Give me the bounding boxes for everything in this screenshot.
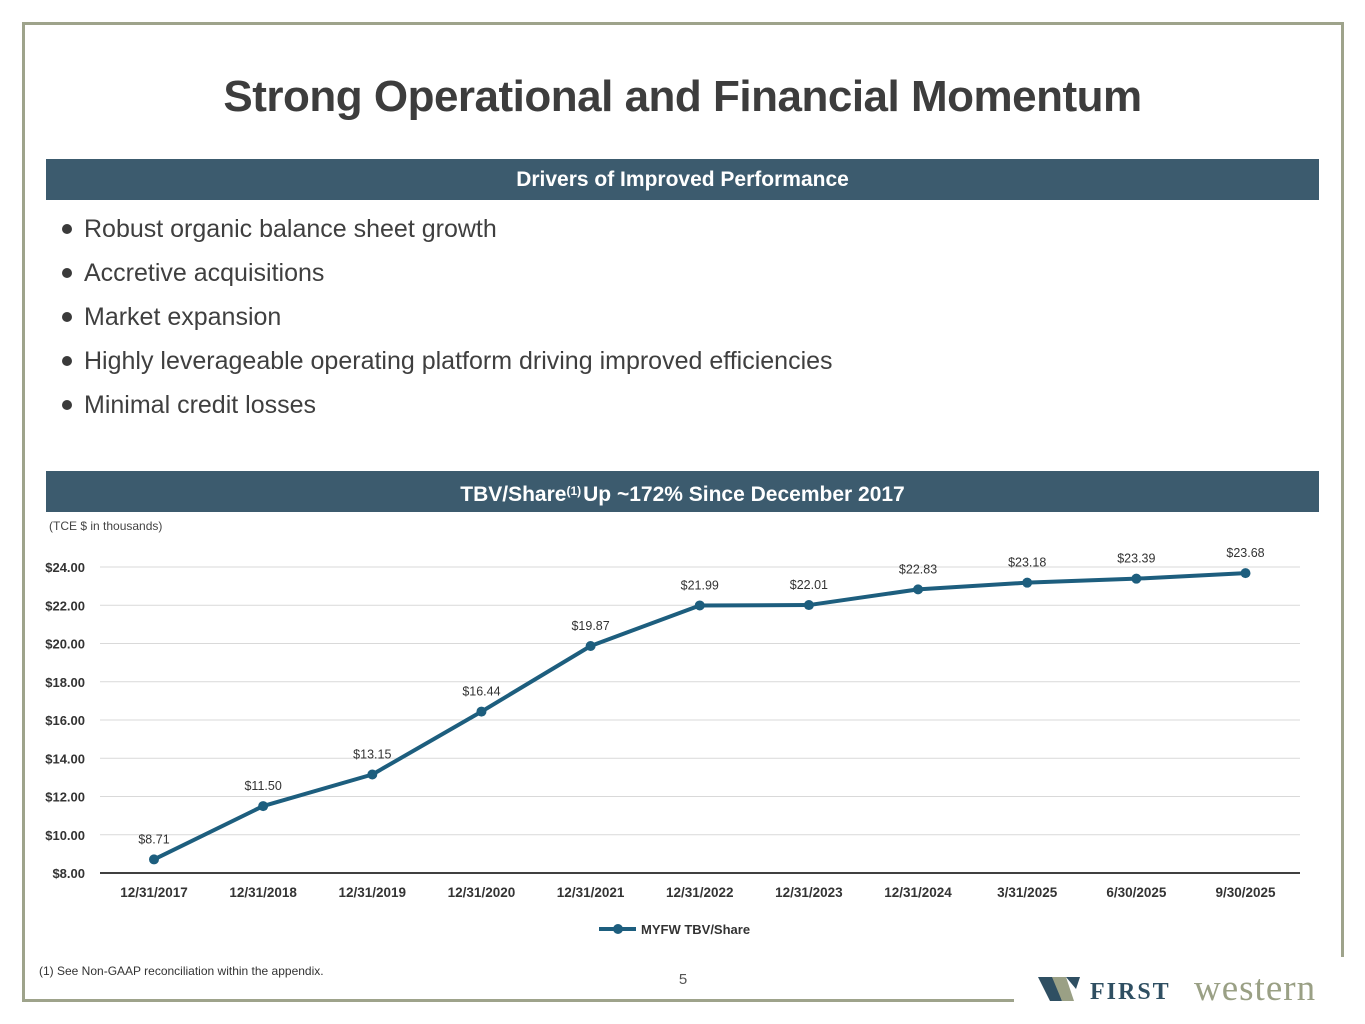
y-tick-label: $20.00: [45, 637, 85, 652]
data-point: [694, 600, 705, 611]
bullet-item: Market expansion: [60, 298, 833, 342]
legend-marker: [613, 924, 623, 934]
data-point: [803, 600, 814, 611]
bullet-text: Highly leverageable operating platform d…: [84, 347, 833, 375]
data-label: $23.18: [1008, 556, 1046, 570]
bullet-text: Accretive acquisitions: [84, 259, 325, 287]
logo-first-text: FIRST: [1090, 979, 1171, 1005]
slide-title: Strong Operational and Financial Momentu…: [223, 72, 1142, 121]
bullet-text: Market expansion: [84, 303, 282, 331]
bullet-dot-icon: [62, 312, 72, 322]
slide-frame-left: [22, 22, 25, 1002]
bullet-dot-icon: [62, 400, 72, 410]
page-number: 5: [678, 971, 688, 988]
y-tick-label: $14.00: [45, 751, 85, 766]
data-point: [585, 640, 596, 651]
tce-note: (TCE $ in thousands): [49, 519, 163, 533]
x-tick-label: 12/31/2017: [120, 885, 188, 900]
drivers-list: Robust organic balance sheet growth Accr…: [60, 210, 833, 430]
data-point: [258, 801, 269, 812]
bullet-text: Minimal credit losses: [84, 391, 317, 419]
drivers-header: Drivers of Improved Performance: [46, 159, 1319, 200]
bullet-text: Robust organic balance sheet growth: [84, 215, 497, 243]
x-tick-label: 12/31/2024: [884, 885, 952, 900]
bullet-dot-icon: [62, 224, 72, 234]
bullet-dot-icon: [62, 268, 72, 278]
x-tick-label: 3/31/2025: [997, 885, 1058, 900]
chart-header-footnote-ref: (1): [566, 484, 582, 498]
data-point: [149, 854, 159, 865]
bullet-item: Accretive acquisitions: [60, 254, 833, 298]
data-label: $22.83: [899, 562, 937, 576]
y-tick-label: $16.00: [45, 713, 85, 728]
y-tick-label: $22.00: [45, 598, 85, 613]
y-tick-label: $24.00: [45, 560, 85, 575]
data-label: $11.50: [244, 779, 281, 793]
data-label: $23.68: [1226, 546, 1264, 560]
logo-mark-icon: [1038, 977, 1080, 1001]
data-label: $16.44: [462, 685, 500, 699]
data-label: $13.15: [353, 748, 391, 762]
chart-header-rest: Up ~172% Since December 2017: [583, 483, 905, 506]
slide-frame-right: [1341, 22, 1344, 957]
data-point: [476, 706, 487, 717]
x-tick-label: 12/31/2018: [229, 885, 297, 900]
x-tick-label: 12/31/2019: [339, 885, 407, 900]
x-tick-label: 12/31/2020: [448, 885, 516, 900]
bullet-item: Robust organic balance sheet growth: [60, 210, 833, 254]
x-tick-label: 6/30/2025: [1106, 885, 1167, 900]
y-tick-label: $8.00: [52, 866, 85, 881]
bullet-item: Minimal credit losses: [60, 386, 833, 430]
data-label: $8.71: [138, 832, 169, 846]
data-label: $19.87: [571, 619, 609, 633]
x-tick-label: 12/31/2022: [666, 885, 734, 900]
footnote: (1) See Non-GAAP reconciliation within t…: [39, 964, 324, 978]
chart-header: TBV/Share(1)Up ~172% Since December 2017: [46, 471, 1319, 512]
data-point: [367, 769, 378, 780]
x-tick-label: 9/30/2025: [1215, 885, 1276, 900]
bullet-item: Highly leverageable operating platform d…: [60, 342, 833, 386]
data-label: $22.01: [790, 578, 828, 592]
data-point: [913, 584, 924, 595]
data-label: $21.99: [681, 578, 719, 592]
chart-header-main: TBV/Share: [460, 483, 567, 506]
legend-label: MYFW TBV/Share: [641, 922, 750, 937]
logo-western-text: western: [1194, 968, 1317, 1009]
data-point: [1240, 568, 1251, 579]
y-tick-label: $18.00: [45, 675, 85, 690]
data-point: [1131, 573, 1142, 584]
data-label: $23.39: [1117, 552, 1155, 566]
y-tick-label: $12.00: [45, 790, 85, 805]
x-tick-label: 12/31/2021: [557, 885, 625, 900]
series-line-tbv-share: [153, 571, 1246, 862]
y-tick-label: $10.00: [45, 828, 85, 843]
x-tick-label: 12/31/2023: [775, 885, 843, 900]
data-point: [1022, 577, 1033, 588]
slide-frame-bottom: [22, 999, 1014, 1002]
bullet-dot-icon: [62, 356, 72, 366]
slide-frame-top: [22, 22, 1344, 25]
